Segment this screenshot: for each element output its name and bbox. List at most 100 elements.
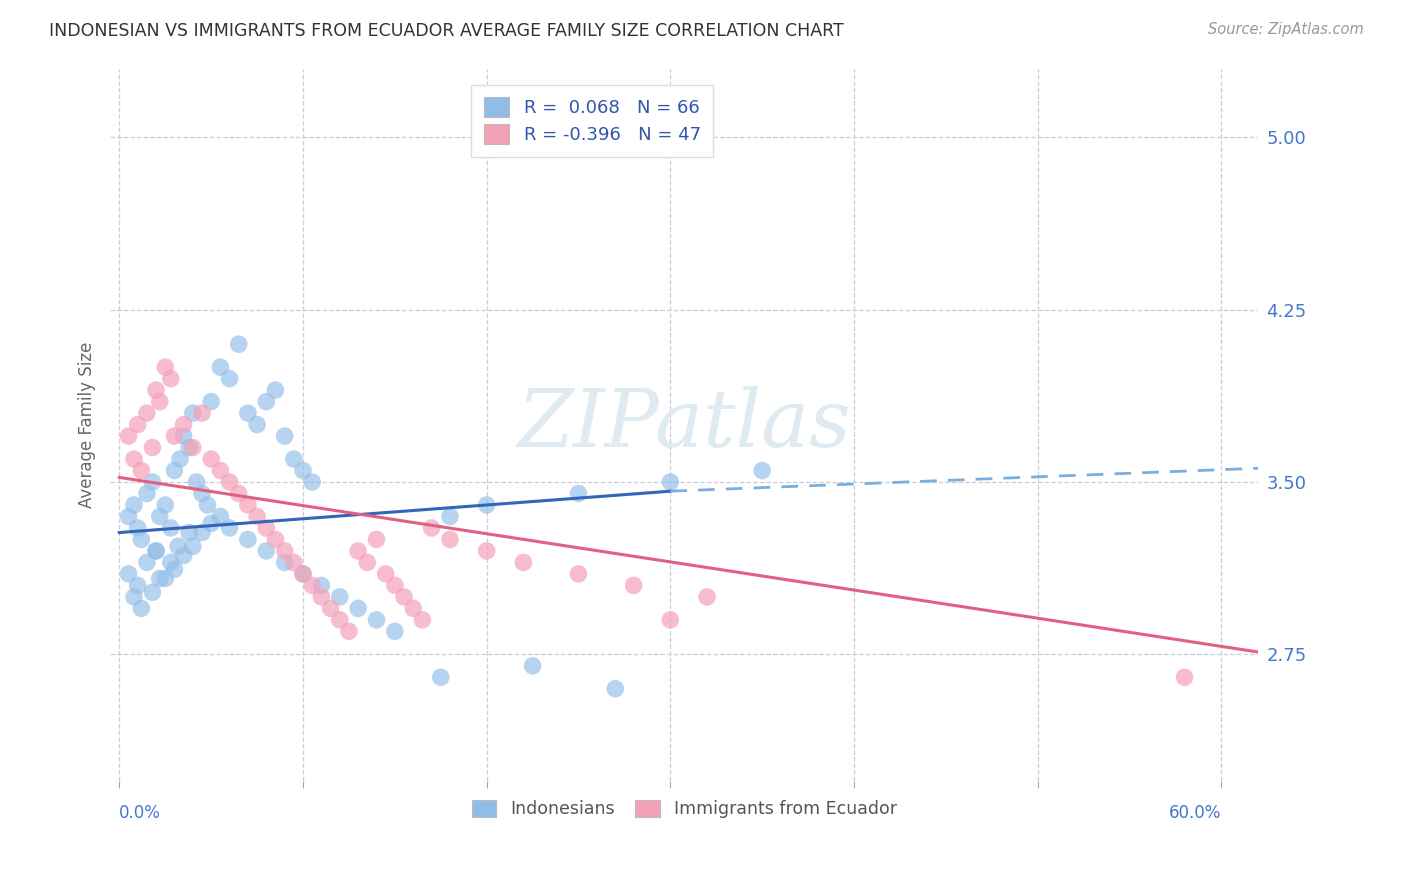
Point bbox=[181, 406, 204, 420]
Point bbox=[191, 525, 214, 540]
Point bbox=[337, 624, 360, 639]
Point bbox=[329, 613, 352, 627]
Point bbox=[149, 394, 172, 409]
Point bbox=[173, 429, 195, 443]
Point bbox=[159, 556, 181, 570]
Point bbox=[127, 521, 149, 535]
Point bbox=[218, 475, 240, 489]
Point bbox=[301, 578, 323, 592]
Point bbox=[347, 544, 370, 558]
Point bbox=[191, 486, 214, 500]
Point bbox=[605, 681, 627, 696]
Point bbox=[356, 556, 378, 570]
Point bbox=[623, 578, 645, 592]
Point bbox=[181, 539, 204, 553]
Point bbox=[163, 562, 186, 576]
Point bbox=[236, 533, 259, 547]
Point bbox=[173, 549, 195, 563]
Point bbox=[122, 452, 145, 467]
Point bbox=[392, 590, 415, 604]
Point bbox=[246, 509, 269, 524]
Point bbox=[659, 613, 682, 627]
Point bbox=[659, 475, 682, 489]
Point bbox=[191, 406, 214, 420]
Legend: Indonesians, Immigrants from Ecuador: Indonesians, Immigrants from Ecuador bbox=[465, 793, 904, 825]
Point bbox=[751, 463, 773, 477]
Point bbox=[131, 533, 153, 547]
Point bbox=[149, 572, 172, 586]
Point bbox=[439, 533, 461, 547]
Point bbox=[218, 521, 240, 535]
Point bbox=[384, 624, 406, 639]
Point bbox=[439, 509, 461, 524]
Point bbox=[311, 590, 333, 604]
Point bbox=[254, 394, 277, 409]
Point bbox=[155, 498, 177, 512]
Point bbox=[131, 463, 153, 477]
Point bbox=[292, 463, 315, 477]
Point bbox=[145, 383, 167, 397]
Point bbox=[131, 601, 153, 615]
Point bbox=[696, 590, 718, 604]
Point bbox=[117, 566, 139, 581]
Point bbox=[155, 360, 177, 375]
Point bbox=[273, 544, 295, 558]
Point bbox=[429, 670, 451, 684]
Point bbox=[155, 572, 177, 586]
Point bbox=[283, 556, 305, 570]
Point bbox=[209, 509, 232, 524]
Point bbox=[163, 429, 186, 443]
Point bbox=[218, 371, 240, 385]
Point bbox=[197, 498, 219, 512]
Point bbox=[264, 533, 287, 547]
Point bbox=[411, 613, 433, 627]
Point bbox=[366, 613, 388, 627]
Point bbox=[200, 452, 222, 467]
Point bbox=[512, 556, 534, 570]
Point bbox=[301, 475, 323, 489]
Point bbox=[135, 556, 157, 570]
Y-axis label: Average Family Size: Average Family Size bbox=[79, 342, 96, 508]
Point bbox=[200, 394, 222, 409]
Point bbox=[475, 498, 498, 512]
Point bbox=[145, 544, 167, 558]
Point bbox=[347, 601, 370, 615]
Point bbox=[127, 417, 149, 432]
Point bbox=[149, 509, 172, 524]
Point bbox=[179, 525, 201, 540]
Point bbox=[181, 441, 204, 455]
Point bbox=[179, 441, 201, 455]
Point bbox=[311, 578, 333, 592]
Text: INDONESIAN VS IMMIGRANTS FROM ECUADOR AVERAGE FAMILY SIZE CORRELATION CHART: INDONESIAN VS IMMIGRANTS FROM ECUADOR AV… bbox=[49, 22, 844, 40]
Point bbox=[141, 585, 163, 599]
Point bbox=[117, 509, 139, 524]
Point bbox=[246, 417, 269, 432]
Point bbox=[173, 417, 195, 432]
Point bbox=[567, 486, 589, 500]
Point bbox=[329, 590, 352, 604]
Point bbox=[254, 544, 277, 558]
Point bbox=[141, 441, 163, 455]
Point bbox=[292, 566, 315, 581]
Text: Source: ZipAtlas.com: Source: ZipAtlas.com bbox=[1208, 22, 1364, 37]
Point bbox=[228, 337, 250, 351]
Point bbox=[186, 475, 208, 489]
Point bbox=[209, 360, 232, 375]
Point bbox=[122, 590, 145, 604]
Text: 0.0%: 0.0% bbox=[120, 804, 162, 822]
Point bbox=[475, 544, 498, 558]
Point bbox=[384, 578, 406, 592]
Point bbox=[236, 498, 259, 512]
Point bbox=[522, 658, 544, 673]
Point bbox=[254, 521, 277, 535]
Point bbox=[374, 566, 396, 581]
Point bbox=[135, 406, 157, 420]
Text: 60.0%: 60.0% bbox=[1168, 804, 1222, 822]
Point bbox=[159, 521, 181, 535]
Point bbox=[402, 601, 425, 615]
Text: ZIPatlas: ZIPatlas bbox=[517, 386, 851, 463]
Point bbox=[236, 406, 259, 420]
Point bbox=[319, 601, 342, 615]
Point bbox=[169, 452, 191, 467]
Point bbox=[159, 371, 181, 385]
